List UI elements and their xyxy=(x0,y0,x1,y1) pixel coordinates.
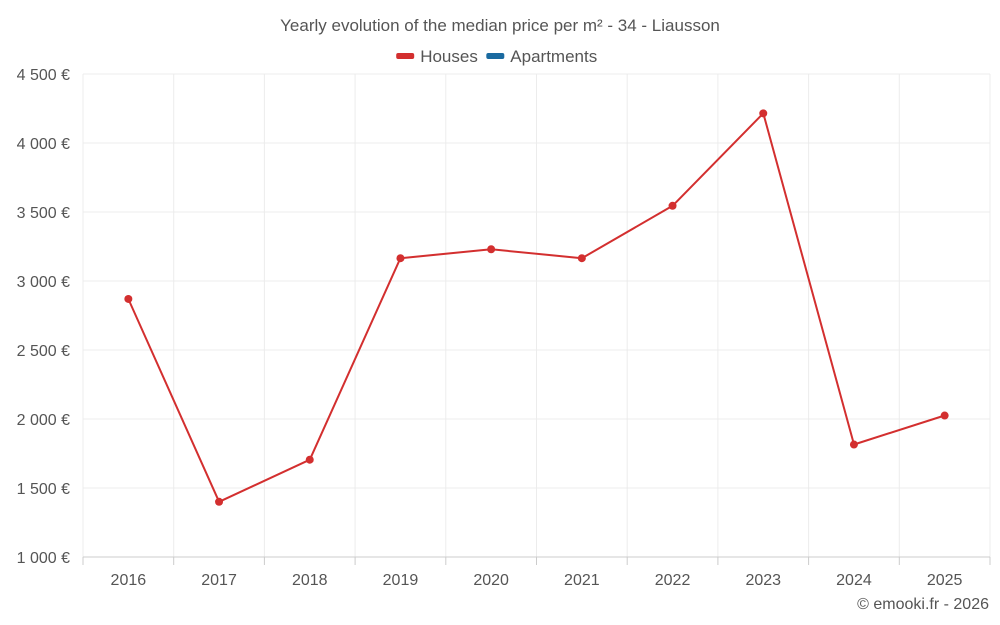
data-point[interactable] xyxy=(668,201,677,210)
y-tick-label: 1 000 € xyxy=(17,550,70,567)
legend-label: Apartments xyxy=(510,47,597,66)
y-tick-label: 3 500 € xyxy=(17,205,70,222)
legend-swatch xyxy=(486,53,505,59)
x-tick-label: 2025 xyxy=(927,572,963,589)
x-tick-label: 2023 xyxy=(745,572,781,589)
legend-item-apartments[interactable]: Apartments xyxy=(486,47,597,66)
grid xyxy=(82,73,991,557)
axes: 1 000 € 1 500 € 2 000 € 2 500 € 3 000 € 3 500… xyxy=(17,67,991,589)
legend: Houses Apartments xyxy=(396,47,597,66)
x-tick-label: 2022 xyxy=(655,572,691,589)
legend-label: Houses xyxy=(420,47,478,66)
y-tick-label: 3 000 € xyxy=(17,274,70,291)
legend-item-houses[interactable]: Houses xyxy=(396,47,478,66)
credit-text: © emooki.fr - 2026 xyxy=(857,596,989,613)
y-tick-label: 1 500 € xyxy=(17,481,70,498)
legend-swatch xyxy=(396,53,415,59)
x-tick-label: 2019 xyxy=(383,572,419,589)
series-line-houses xyxy=(127,112,945,503)
data-point[interactable] xyxy=(124,294,133,303)
x-tick-label: 2016 xyxy=(111,572,147,589)
y-tick-label: 2 000 € xyxy=(17,412,70,429)
x-tick-label: 2024 xyxy=(836,572,872,589)
data-point[interactable] xyxy=(849,440,858,449)
data-point[interactable] xyxy=(396,254,405,263)
data-point[interactable] xyxy=(487,245,496,254)
x-tick-label: 2018 xyxy=(292,572,328,589)
data-point[interactable] xyxy=(305,455,314,464)
data-point[interactable] xyxy=(577,254,586,263)
chart-title: Yearly evolution of the median price per… xyxy=(280,16,720,35)
x-tick-label: 2017 xyxy=(201,572,237,589)
y-tick-label: 2 500 € xyxy=(17,343,70,360)
data-point[interactable] xyxy=(759,109,768,118)
y-tick-label: 4 500 € xyxy=(17,67,70,84)
series-layer xyxy=(124,109,949,506)
y-tick-label: 4 000 € xyxy=(17,136,70,153)
x-tick-label: 2021 xyxy=(564,572,600,589)
data-point[interactable] xyxy=(215,497,224,506)
data-point[interactable] xyxy=(940,411,949,420)
x-tick-label: 2020 xyxy=(473,572,509,589)
